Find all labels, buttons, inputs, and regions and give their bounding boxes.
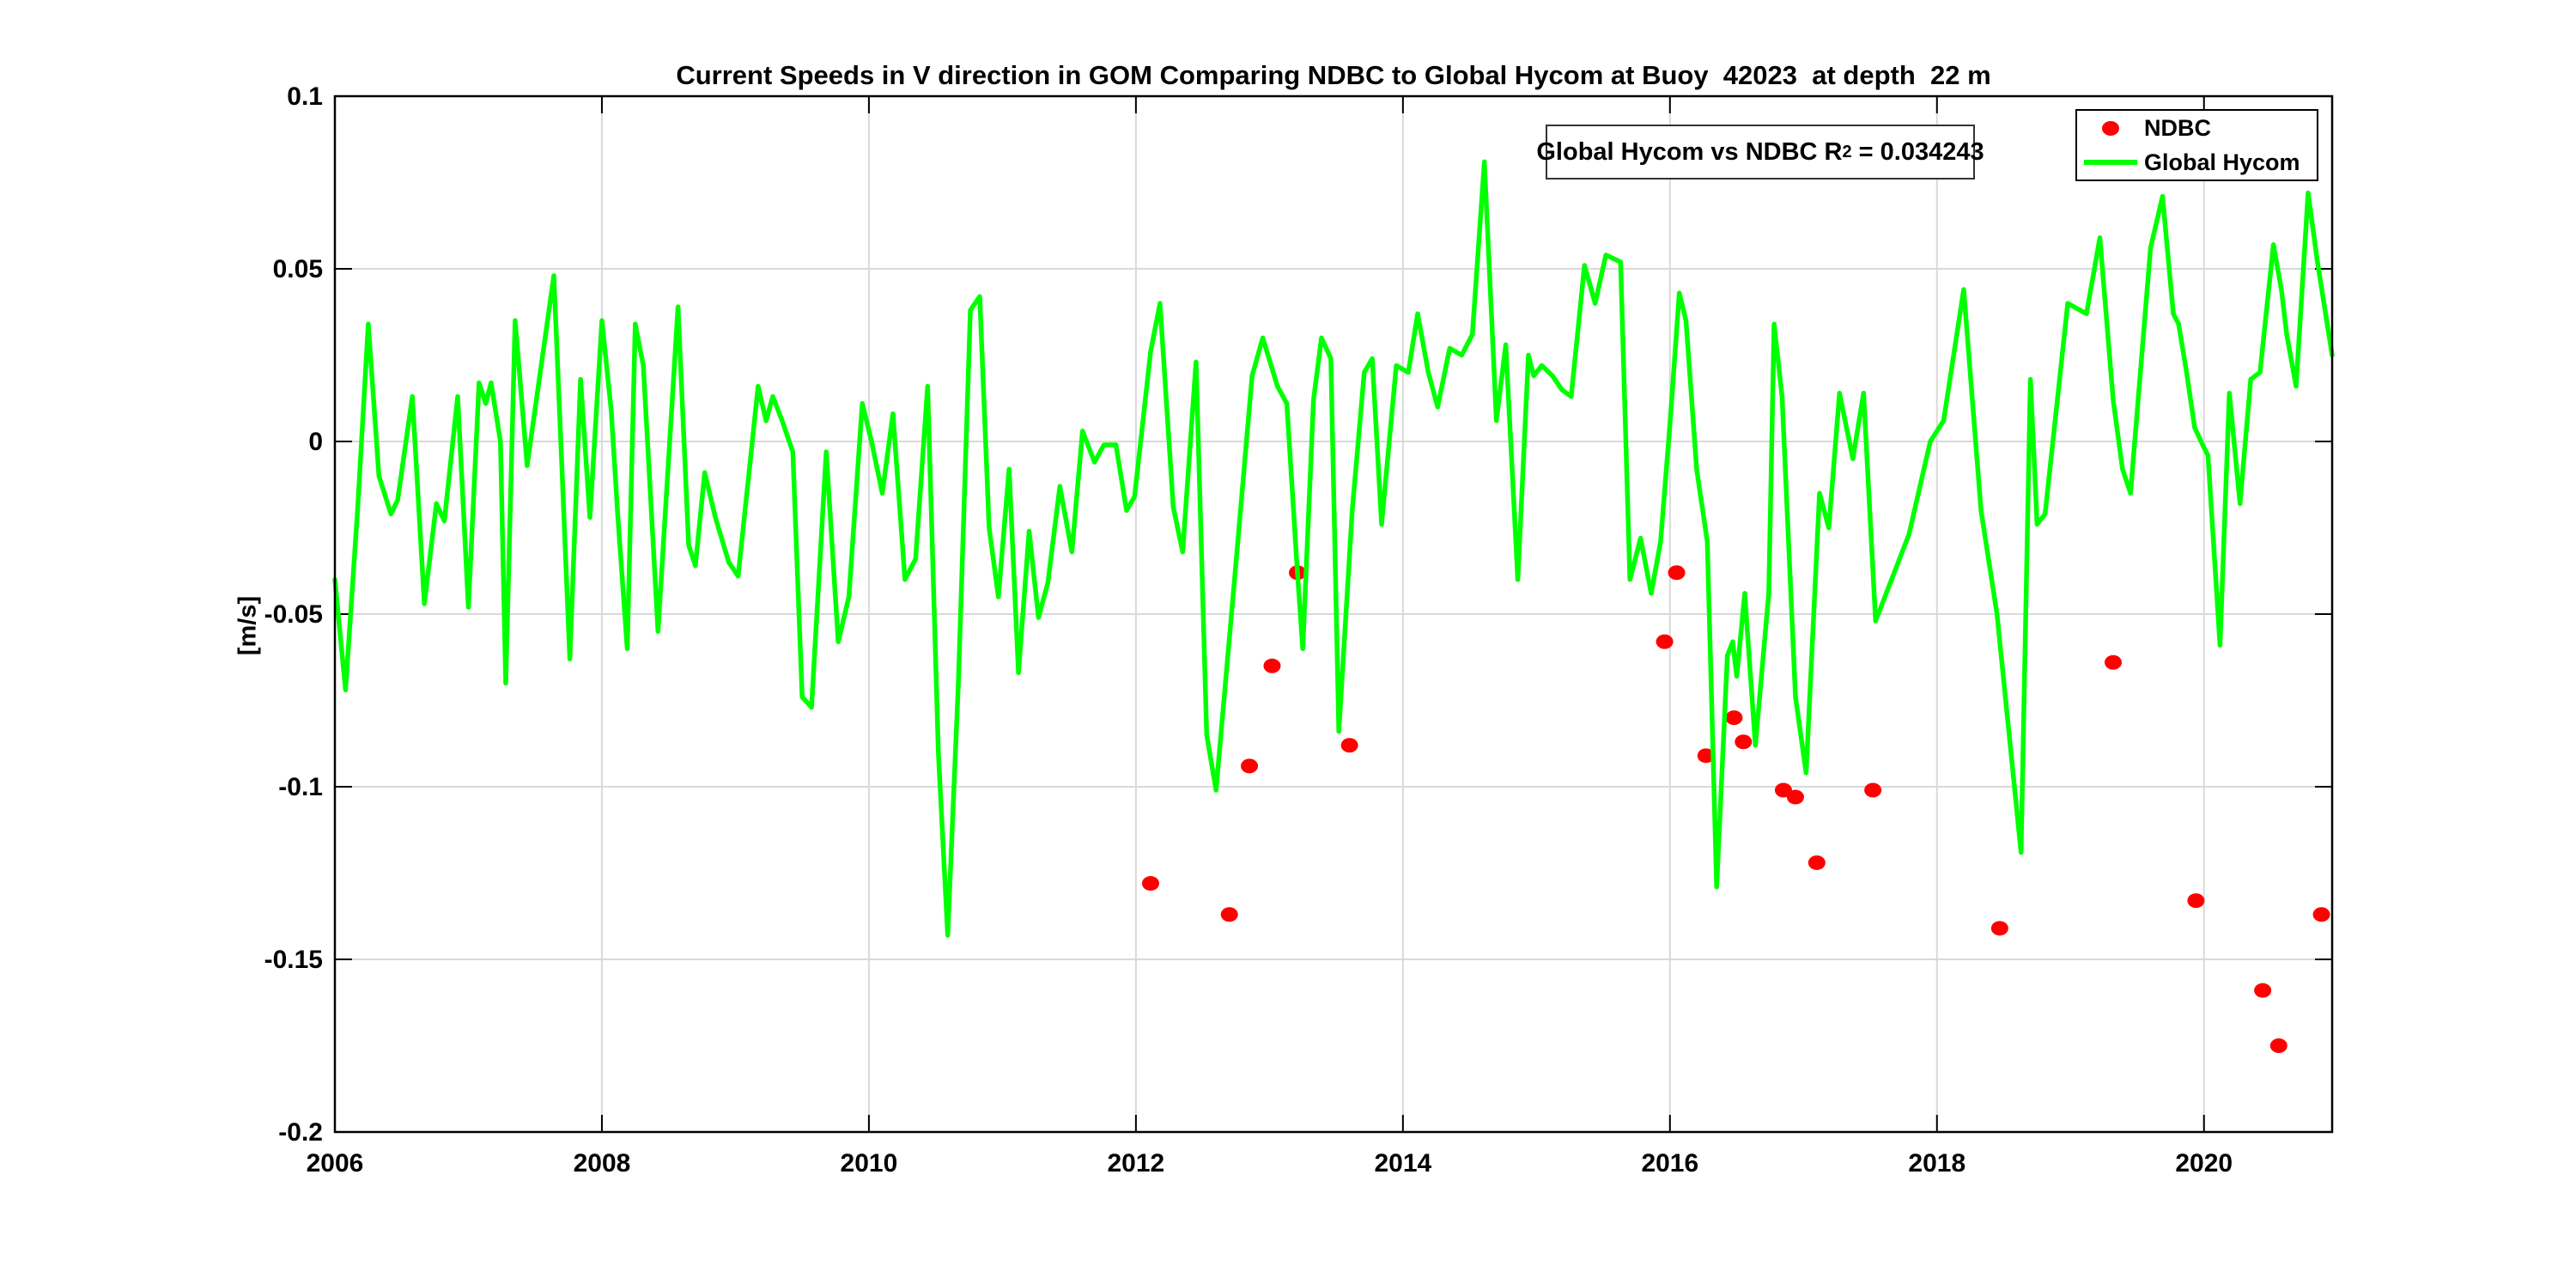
ndbc-data-point <box>1807 855 1826 870</box>
y-tick-label: 0 <box>308 428 323 456</box>
ndbc-marker-col <box>2077 120 2144 136</box>
x-tick-label: 2018 <box>1908 1149 1965 1178</box>
legend-item-global-hycom: Global Hycom <box>2077 145 2317 180</box>
ndbc-data-point <box>1786 789 1804 805</box>
hycom-marker-col <box>2077 160 2144 165</box>
ndbc-dot-icon <box>2102 120 2119 136</box>
y-tick-label: 0.1 <box>287 82 323 111</box>
ndbc-data-point <box>1656 634 1674 649</box>
ndbc-data-point <box>2312 907 2330 922</box>
ndbc-data-point <box>2254 983 2272 998</box>
x-tick-label: 2016 <box>1641 1149 1698 1178</box>
ndbc-data-point <box>1220 907 1238 922</box>
legend-label-ndbc: NDBC <box>2144 114 2211 141</box>
x-tick-label: 2008 <box>574 1149 631 1178</box>
y-axis-label: [m/s] <box>234 595 262 656</box>
r2-annotation-text: Global Hycom vs NDBC R <box>1536 137 1843 166</box>
ndbc-data-point <box>1241 758 1259 774</box>
chart-title: Current Speeds in V direction in GOM Com… <box>676 60 1991 90</box>
x-tick-label: 2020 <box>2175 1149 2233 1178</box>
ndbc-data-point <box>2187 893 2205 909</box>
ndbc-data-point <box>1725 710 1743 726</box>
ndbc-data-point <box>1697 748 1715 764</box>
y-tick-label: 0.05 <box>273 255 323 283</box>
ndbc-data-point <box>1864 782 1882 798</box>
y-tick-label: -0.05 <box>264 600 323 629</box>
y-tick-label: -0.2 <box>278 1118 323 1147</box>
x-tick-label: 2014 <box>1374 1149 1431 1178</box>
ndbc-data-point <box>1668 565 1686 581</box>
x-tick-label: 2010 <box>841 1149 898 1178</box>
x-tick-label: 2006 <box>307 1149 364 1178</box>
ndbc-data-point <box>2105 654 2123 670</box>
legend-label-global-hycom: Global Hycom <box>2144 149 2300 175</box>
ndbc-data-point <box>1263 658 1281 673</box>
y-tick-label: -0.15 <box>264 946 323 974</box>
legend: NDBC Global Hycom <box>2075 109 2318 181</box>
ndbc-data-point <box>1735 734 1753 750</box>
ndbc-data-point <box>1340 738 1358 753</box>
ndbc-data-point <box>2269 1038 2287 1053</box>
y-tick-label: -0.1 <box>278 773 323 801</box>
hycom-line-icon <box>2084 160 2137 165</box>
ndbc-data-point <box>1774 782 1792 798</box>
global-hycom-line <box>332 159 2335 938</box>
ndbc-data-point <box>1990 921 2008 936</box>
x-tick-label: 2012 <box>1108 1149 1165 1178</box>
ndbc-data-point <box>1141 876 1159 892</box>
legend-item-ndbc: NDBC <box>2077 111 2317 145</box>
r2-annotation-value: = 0.034243 <box>1851 137 1984 166</box>
plot-border <box>333 94 2334 1134</box>
